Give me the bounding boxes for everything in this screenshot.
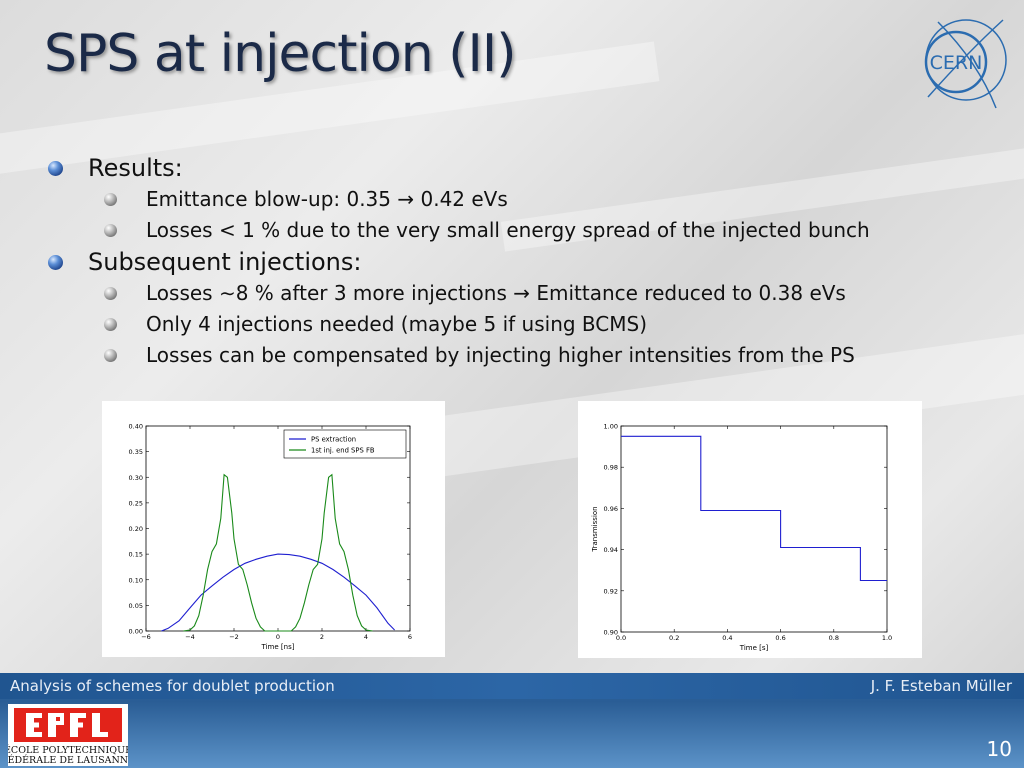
- bullet-list: Results: Emittance blow-up: 0.35 → 0.42 …: [46, 152, 986, 371]
- legend-box: [283, 429, 407, 459]
- y-tick-label: 1.00: [604, 423, 618, 431]
- y-tick-label: 0.92: [604, 587, 618, 595]
- y-tick-label: 0.94: [604, 546, 618, 554]
- sub-bullet-icon: [104, 224, 117, 237]
- y-tick-label: 0.98: [604, 464, 618, 472]
- y-tick-label: 0.25: [129, 499, 143, 507]
- y-tick-label: 0.05: [129, 602, 143, 610]
- x-axis-label: Time [s]: [739, 644, 769, 652]
- sub-bullet-icon: [104, 318, 117, 331]
- sub-bullet-text: Losses ∼8 % after 3 more injections → Em…: [146, 281, 846, 305]
- x-tick-label: 1.0: [882, 634, 892, 642]
- epfl-logo: ÉCOLE POLYTECHNIQUE FÉDÉRALE DE LAUSANNE: [8, 704, 128, 766]
- sub-bullet: Emittance blow-up: 0.35 → 0.42 eVs: [46, 184, 986, 215]
- cern-logo-text: CERN: [930, 52, 983, 74]
- sub-bullet: Losses < 1 % due to the very small energ…: [46, 215, 986, 246]
- x-axis-label: Time [ns]: [261, 643, 295, 651]
- bullet-subsequent: Subsequent injections:: [46, 246, 986, 278]
- series-line-1: [183, 473, 373, 632]
- x-tick-label: 0.2: [669, 634, 679, 642]
- y-tick-label: 0.40: [129, 423, 143, 431]
- sub-bullet-icon: [104, 349, 117, 362]
- sub-bullet-text: Losses can be compensated by injecting h…: [146, 343, 855, 367]
- x-tick-label: 0.0: [616, 634, 626, 642]
- bullet-text: Subsequent injections:: [88, 248, 362, 276]
- epfl-logo-line2: FÉDÉRALE DE LAUSANNE: [8, 754, 128, 766]
- x-tick-label: 0.8: [829, 634, 839, 642]
- sub-bullet: Losses can be compensated by injecting h…: [46, 340, 986, 371]
- slide-title: SPS at injection (II): [44, 24, 517, 84]
- footer-bar: Analysis of schemes for doublet producti…: [0, 673, 1024, 699]
- y-axis-label: Transmission: [591, 506, 599, 552]
- x-tick-label: 0.6: [775, 634, 785, 642]
- cern-logo: CERN: [924, 19, 1007, 109]
- x-tick-label: −6: [141, 633, 151, 641]
- legend-label: PS extraction: [311, 436, 356, 444]
- footer-author: J. F. Esteban Müller: [870, 677, 1012, 695]
- series-line-0: [621, 435, 887, 582]
- series-line-0: [161, 553, 395, 632]
- footer-presentation-title: Analysis of schemes for doublet producti…: [10, 677, 335, 695]
- y-tick-label: 0.00: [129, 628, 143, 636]
- y-tick-label: 0.20: [129, 525, 143, 533]
- x-tick-label: 2: [320, 633, 324, 641]
- x-tick-label: 0.4: [722, 634, 732, 642]
- plot-area: [145, 425, 411, 632]
- bullet-results: Results:: [46, 152, 986, 184]
- x-tick-label: 4: [364, 633, 368, 641]
- y-tick-label: 0.96: [604, 505, 618, 513]
- bullet-icon: [48, 255, 63, 270]
- y-tick-label: 0.30: [129, 474, 143, 482]
- y-tick-label: 0.10: [129, 576, 143, 584]
- plot-area: [620, 425, 888, 633]
- x-tick-label: 6: [408, 633, 412, 641]
- sub-bullet-text: Only 4 injections needed (maybe 5 if usi…: [146, 312, 648, 336]
- y-tick-label: 0.15: [129, 551, 143, 559]
- bullet-icon: [48, 161, 63, 176]
- x-tick-label: −4: [185, 633, 195, 641]
- profile-chart: 0.00 0.05 0.10 0.15 0.20 0.25 0.30 0.35 0.40 −6 −4…: [102, 401, 445, 657]
- x-tick-label: 0: [276, 633, 280, 641]
- sub-bullet-text: Emittance blow-up: 0.35 → 0.42 eVs: [146, 187, 508, 211]
- x-tick-label: −2: [229, 633, 239, 641]
- profile-chart-svg: 0.00 0.05 0.10 0.15 0.20 0.25 0.30 0.35 0.40 −6 −4…: [129, 423, 413, 652]
- sub-bullet-text: Losses < 1 % due to the very small energ…: [146, 218, 870, 242]
- footer: Analysis of schemes for doublet producti…: [0, 673, 1024, 768]
- transmission-chart-svg: 0.90 0.92 0.94 0.96 0.98 1.00 0.0 0.2 0.4 0.6 0.8 1…: [591, 423, 892, 653]
- epfl-logo-line1: ÉCOLE POLYTECHNIQUE: [8, 744, 128, 756]
- y-tick-label: 0.35: [129, 448, 143, 456]
- bullet-text: Results:: [88, 154, 183, 182]
- page-number: 10: [986, 737, 1012, 761]
- sub-bullet-icon: [104, 287, 117, 300]
- sub-bullet: Losses ∼8 % after 3 more injections → Em…: [46, 278, 986, 309]
- sub-bullet-icon: [104, 193, 117, 206]
- sub-bullet: Only 4 injections needed (maybe 5 if usi…: [46, 309, 986, 340]
- y-tick-label: 0.90: [604, 629, 618, 637]
- legend-label: 1st inj. end SPS FB: [311, 447, 375, 455]
- transmission-chart: 0.90 0.92 0.94 0.96 0.98 1.00 0.0 0.2 0.4 0.6 0.8 1…: [578, 401, 922, 658]
